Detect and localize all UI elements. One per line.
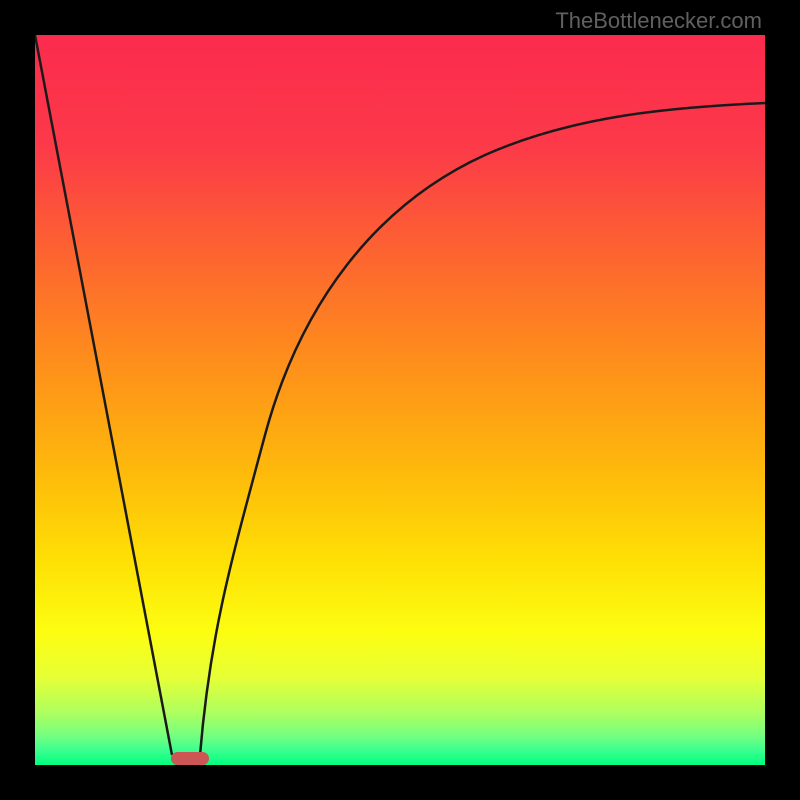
watermark-text: TheBottlenecker.com: [555, 8, 762, 34]
chart-plot-area: [35, 35, 765, 765]
bottleneck-curve: [35, 35, 765, 765]
optimal-point-marker: [171, 752, 209, 765]
